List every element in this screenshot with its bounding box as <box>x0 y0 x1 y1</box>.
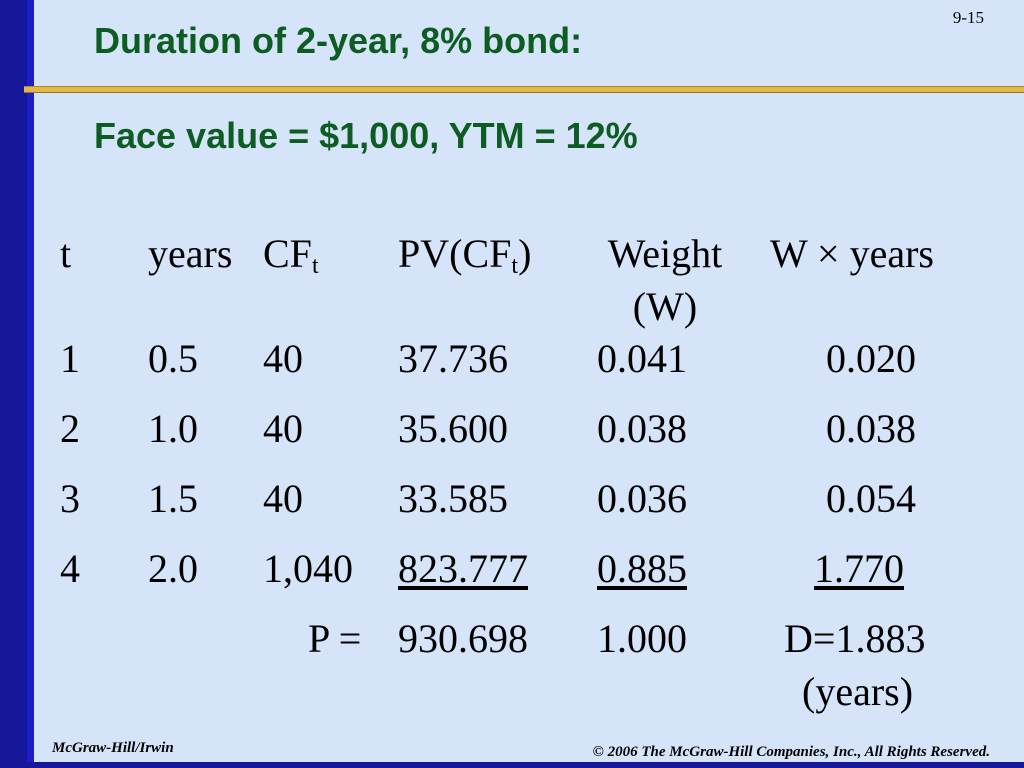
header-cf: CFt <box>263 232 319 288</box>
publisher-footer: McGraw-Hill/Irwin <box>52 740 174 756</box>
left-accent-bar-edge <box>27 0 34 768</box>
header-cf-sub: t <box>311 253 319 279</box>
row2-w-years: 0.038 <box>826 406 916 451</box>
row2-years: 1.0 <box>148 406 198 451</box>
row4-years: 2.0 <box>148 546 198 591</box>
row3-years: 1.5 <box>148 476 198 521</box>
row2-cf: 40 <box>263 406 303 451</box>
row4-weight: 0.885 <box>597 546 687 591</box>
title-divider <box>24 86 1024 93</box>
row1-years: 0.5 <box>148 336 198 381</box>
row2-weight: 0.038 <box>597 406 687 451</box>
total-pv: 930.698 <box>398 616 528 661</box>
header-pv: PV(CFt) <box>398 232 531 288</box>
header-w-years: W × years <box>770 231 934 276</box>
header-years: years <box>148 231 233 276</box>
slide-number: 9-15 <box>952 8 984 27</box>
header-pv-close: ) <box>518 231 532 276</box>
row1-weight: 0.041 <box>597 336 687 381</box>
row3-cf: 40 <box>263 476 303 521</box>
row3-weight: 0.036 <box>597 476 687 521</box>
slide-subtitle: Face value = $1,000, YTM = 12% <box>94 115 638 156</box>
row4-t: 4 <box>60 546 80 591</box>
row2-t: 2 <box>60 406 80 451</box>
header-t: t <box>60 231 72 276</box>
row2-pv: 35.600 <box>398 406 508 451</box>
row3-w-years: 0.054 <box>826 476 916 521</box>
row4-w-years: 1.770 <box>814 546 904 591</box>
row4-pv: 823.777 <box>398 546 528 591</box>
row3-t: 3 <box>60 476 80 521</box>
left-accent-bar <box>0 0 27 768</box>
header-cf-main: CF <box>263 231 312 276</box>
row1-cf: 40 <box>263 336 303 381</box>
row1-t: 1 <box>60 336 80 381</box>
row3-pv: 33.585 <box>398 476 508 521</box>
copyright-footer: © 2006 The McGraw-Hill Companies, Inc., … <box>592 744 990 760</box>
duration-value: D=1.883 <box>784 616 926 661</box>
slide-title: Duration of 2-year, 8% bond: <box>94 20 583 61</box>
header-weight-line2: (W) <box>632 284 698 329</box>
header-pv-main: PV(CF <box>398 231 512 276</box>
row4-cf: 1,040 <box>263 546 353 591</box>
row1-pv: 37.736 <box>398 336 508 381</box>
row1-w-years: 0.020 <box>826 336 916 381</box>
total-weight: 1.000 <box>597 616 687 661</box>
header-pv-sub: t <box>511 253 519 279</box>
duration-unit: (years) <box>802 669 914 714</box>
total-price-label: P = <box>308 616 362 661</box>
header-weight-line1: Weight <box>607 231 723 276</box>
bottom-accent-bar <box>0 762 1024 768</box>
